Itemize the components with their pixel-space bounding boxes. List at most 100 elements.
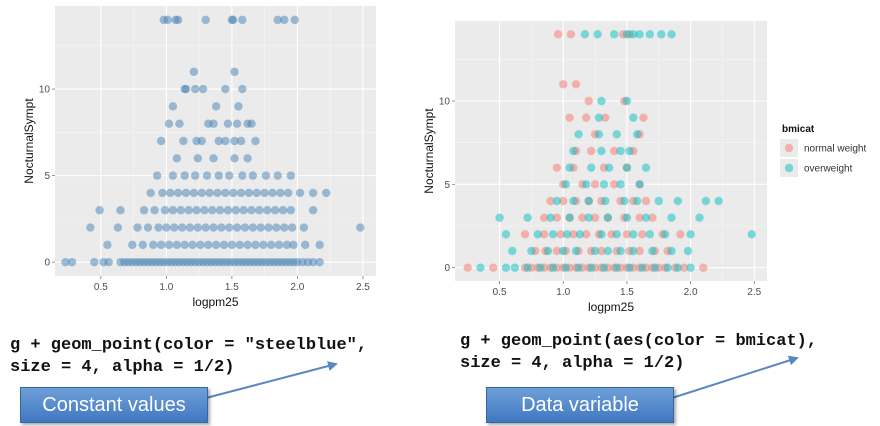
data-point (673, 263, 683, 272)
data-point (523, 213, 532, 222)
data-point (584, 213, 593, 222)
data-point (196, 240, 205, 250)
data-point (238, 84, 247, 94)
data-point (284, 188, 293, 198)
data-point (622, 230, 632, 239)
data-point (599, 180, 609, 189)
data-point (190, 171, 200, 180)
data-point (356, 223, 365, 232)
data-point (639, 113, 648, 122)
data-point (219, 240, 229, 250)
data-point (638, 230, 647, 239)
data-point (168, 206, 178, 215)
data-point (251, 136, 260, 146)
data-point (143, 223, 153, 232)
data-point (116, 206, 125, 215)
data-point (527, 246, 536, 256)
data-point (625, 146, 634, 156)
data-point (559, 80, 568, 89)
data-point (561, 180, 570, 189)
data-point (176, 206, 185, 215)
data-point (641, 196, 651, 206)
x-tick-label: 1.5 (225, 282, 239, 293)
data-point (173, 188, 183, 198)
data-point (645, 30, 655, 39)
data-point (139, 206, 149, 215)
data-point (61, 257, 70, 267)
data-point (235, 240, 244, 250)
data-point (286, 206, 296, 215)
data-point (686, 230, 695, 239)
y-tick-label: 0 (44, 258, 50, 269)
data-point (635, 246, 644, 256)
data-point (156, 136, 166, 146)
data-point (205, 188, 214, 198)
code-line: size = 4, alpha = 1/2) (460, 354, 685, 373)
legend-bmicat: bmicat normal weight overweight (780, 124, 866, 177)
code-line: g + geom_point(aes(color = bmicat), (460, 332, 818, 351)
data-point (273, 15, 282, 25)
data-point (629, 113, 638, 122)
data-point (599, 263, 609, 272)
data-point (232, 119, 242, 128)
data-point (495, 213, 504, 222)
data-point (632, 196, 642, 206)
y-tick-label: 10 (439, 97, 451, 108)
data-point (223, 119, 233, 128)
data-point (181, 188, 191, 198)
data-point (225, 223, 234, 232)
data-point (569, 146, 578, 156)
data-point (597, 230, 606, 239)
data-point (278, 206, 288, 215)
legend-label: overweight (804, 164, 853, 175)
y-tick-label: 5 (44, 171, 50, 182)
data-point (714, 196, 723, 206)
data-point (86, 223, 95, 232)
data-point (192, 206, 201, 215)
data-point (580, 30, 590, 39)
y-axis-title: NocturnalSympt (22, 98, 36, 184)
data-point (90, 257, 99, 267)
data-point (221, 188, 230, 198)
data-point (584, 196, 593, 206)
data-point (175, 119, 184, 128)
data-point (244, 188, 254, 198)
data-point (667, 246, 676, 256)
data-point (259, 240, 268, 250)
data-point (164, 240, 174, 250)
data-point (622, 163, 632, 172)
data-point (227, 240, 237, 250)
data-point (612, 130, 621, 139)
data-point (138, 240, 147, 250)
data-point (248, 223, 258, 232)
data-point (287, 223, 297, 232)
data-point (565, 213, 574, 222)
data-point (620, 196, 629, 206)
data-point (200, 206, 209, 215)
data-point (559, 196, 568, 206)
data-point (251, 240, 260, 250)
data-point (172, 154, 182, 163)
data-point (590, 180, 600, 189)
data-point (201, 223, 210, 232)
data-point (581, 180, 591, 189)
data-point (629, 246, 638, 256)
data-point (663, 263, 672, 272)
data-point (603, 213, 613, 222)
data-point (501, 263, 511, 272)
data-point (272, 223, 281, 232)
data-point (315, 240, 324, 250)
data-point (601, 113, 610, 122)
data-point (128, 240, 137, 250)
data-point (635, 30, 644, 39)
data-point (569, 230, 578, 239)
data-point (264, 223, 273, 232)
y-tick-label: 5 (444, 180, 450, 191)
data-point (234, 102, 243, 111)
data-point (616, 146, 625, 156)
data-point (594, 130, 604, 139)
data-point (578, 213, 587, 222)
data-point (255, 206, 264, 215)
data-point (574, 130, 583, 139)
code-line: g + geom_point(color = "steelblue", (10, 336, 368, 355)
